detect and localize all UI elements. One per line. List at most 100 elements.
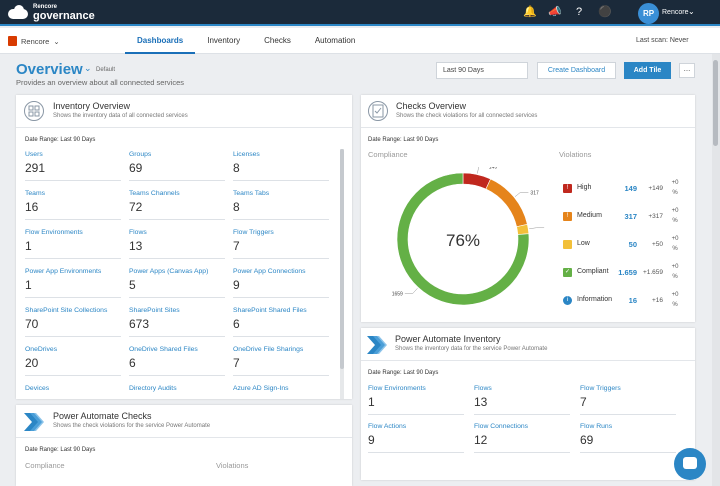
violation-count[interactable]: 1.659 <box>618 268 637 277</box>
divider <box>580 452 676 453</box>
divider <box>233 375 329 376</box>
divider <box>233 297 329 298</box>
inventory-item-label[interactable]: Power App Connections <box>233 268 306 275</box>
violation-trend-unit: % <box>672 302 678 308</box>
date-range-label: Date Range: Last 90 Days <box>25 447 96 453</box>
chat-bubble-icon[interactable]: ⚫ <box>598 6 612 18</box>
tile-scrollbar-thumb[interactable] <box>340 149 344 369</box>
card-title[interactable]: Power Automate Checks <box>53 411 152 421</box>
donut-label-leader <box>477 167 479 174</box>
flow-item-label[interactable]: Flow Environments <box>368 385 426 392</box>
inventory-item-value: 8 <box>233 161 240 175</box>
inventory-item-label[interactable]: Directory Audits <box>129 385 177 392</box>
divider <box>25 258 121 259</box>
violation-count[interactable]: 16 <box>628 296 637 305</box>
page-title[interactable]: Overview <box>16 61 83 78</box>
inventory-item-value: 291 <box>25 161 46 175</box>
violation-count[interactable]: 50 <box>628 240 637 249</box>
violations-label: Violations <box>559 150 592 159</box>
add-tile-button[interactable]: Add Tile <box>624 62 671 79</box>
date-range-input[interactable]: Last 90 Days <box>436 62 528 79</box>
create-dashboard-button[interactable]: Create Dashboard <box>537 62 616 79</box>
divider <box>25 219 121 220</box>
flow-item-label[interactable]: Flows <box>474 385 492 392</box>
inventory-item-value: 5 <box>129 278 136 292</box>
low-severity-icon <box>563 240 572 249</box>
inventory-item-value: 6 <box>233 317 240 331</box>
inventory-item-label[interactable]: Users <box>25 151 43 158</box>
tab-automation[interactable]: Automation <box>314 36 356 45</box>
violation-trend-unit: % <box>672 246 678 252</box>
page-scrollbar-thumb[interactable] <box>713 60 718 146</box>
logo-text-small: Rencore <box>33 4 58 10</box>
violation-delta: +50 <box>651 241 663 248</box>
help-icon[interactable]: ? <box>575 6 583 18</box>
inventory-item-label[interactable]: Licenses <box>233 151 260 158</box>
divider <box>129 336 225 337</box>
violation-count[interactable]: 149 <box>624 184 637 193</box>
donut-slice-compliant[interactable] <box>396 172 530 306</box>
inventory-item-label[interactable]: Groups <box>129 151 152 158</box>
avatar[interactable]: RP <box>638 3 659 24</box>
inventory-item-label[interactable]: Flow Triggers <box>233 229 274 236</box>
card-title[interactable]: Inventory Overview <box>53 101 131 111</box>
inventory-item-value: 1 <box>25 239 32 253</box>
inventory-item-label[interactable]: Teams Tabs <box>233 190 270 197</box>
org-selector[interactable]: Rencore ⌄ <box>8 36 60 46</box>
inventory-item-value: 6 <box>129 356 136 370</box>
divider <box>361 127 695 128</box>
tab-checks[interactable]: Checks <box>264 36 291 45</box>
violation-label: Information <box>577 296 613 303</box>
checklist-icon <box>368 101 388 121</box>
donut-label-leader <box>514 192 529 197</box>
inventory-item-label[interactable]: Teams <box>25 190 46 197</box>
donut-slice-high[interactable] <box>462 172 491 190</box>
violation-trend-value: +0 <box>671 180 679 186</box>
inventory-item-value: 70 <box>25 317 39 331</box>
flow-item-label[interactable]: Flow Actions <box>368 423 407 430</box>
megaphone-icon[interactable]: 📣 <box>548 6 562 18</box>
date-range-label: Date Range: Last 90 Days <box>368 137 439 143</box>
violation-count[interactable]: 317 <box>624 212 637 221</box>
donut-slice-medium[interactable] <box>485 178 528 228</box>
bell-icon[interactable]: 🔔 <box>523 6 537 18</box>
flow-item-label[interactable]: Flow Connections <box>474 423 529 430</box>
chevron-down-icon[interactable]: ⌄ <box>84 63 92 73</box>
inventory-item-label[interactable]: SharePoint Shared Files <box>233 307 307 314</box>
inventory-item-value: 13 <box>129 239 143 253</box>
flow-item-label[interactable]: Flow Triggers <box>580 385 621 392</box>
inventory-item-value: 16 <box>25 200 39 214</box>
more-options-button[interactable]: ... <box>679 63 695 78</box>
inventory-item-label[interactable]: SharePoint Sites <box>129 307 180 314</box>
inventory-item-label[interactable]: Azure AD Sign-Ins <box>233 385 289 392</box>
chevron-down-icon[interactable]: ⌄ <box>688 7 695 16</box>
divider <box>16 127 352 128</box>
flow-item-value: 1 <box>368 395 375 409</box>
divider <box>16 437 352 438</box>
card-title[interactable]: Checks Overview <box>396 101 467 111</box>
inventory-item-label[interactable]: OneDrives <box>25 346 58 353</box>
violation-delta: +317 <box>648 213 663 220</box>
donut-label-leader <box>529 227 545 230</box>
inventory-item-label[interactable]: OneDrive Shared Files <box>129 346 198 353</box>
violation-trend-value: +0 <box>671 292 679 298</box>
flow-item-label[interactable]: Flow Runs <box>580 423 613 430</box>
inventory-item-label[interactable]: Power Apps (Canvas App) <box>129 268 209 275</box>
top-bar: Rencore governance 🔔 📣 ? ⚫ RP Rencore ⌄ <box>0 0 720 26</box>
inventory-item-label[interactable]: Power App Environments <box>25 268 102 275</box>
inventory-item-label[interactable]: SharePoint Site Collections <box>25 307 108 314</box>
page-scrollbar-track[interactable] <box>712 54 720 486</box>
inventory-item-label[interactable]: Flow Environments <box>25 229 83 236</box>
inventory-item-label[interactable]: OneDrive File Sharings <box>233 346 304 353</box>
inventory-item-label[interactable]: Teams Channels <box>129 190 180 197</box>
tab-inventory[interactable]: Inventory <box>207 36 241 45</box>
inventory-item-label[interactable]: Flows <box>129 229 147 236</box>
violation-label: Low <box>577 240 590 247</box>
checks-overview-card: Checks Overview Shows the check violatio… <box>361 95 695 322</box>
inventory-item-label[interactable]: Devices <box>25 385 50 392</box>
inventory-icon <box>24 101 44 121</box>
card-title[interactable]: Power Automate Inventory <box>395 334 501 344</box>
tab-dashboards[interactable]: Dashboards <box>125 28 196 54</box>
rencore-logo[interactable]: Rencore governance <box>6 3 95 22</box>
user-name[interactable]: Rencore <box>662 9 689 16</box>
